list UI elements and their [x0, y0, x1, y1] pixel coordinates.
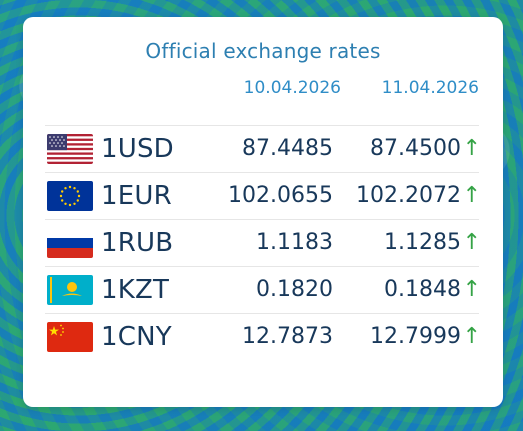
rates-list: 1USD 87.4485 87.4500 ↑: [45, 125, 481, 360]
up-arrow-icon: ↑: [462, 324, 481, 349]
previous-rate: 87.4485: [242, 136, 333, 161]
eu-flag-icon: [47, 181, 93, 211]
up-arrow-icon: ↑: [462, 277, 481, 302]
up-arrow-icon: ↑: [462, 230, 481, 255]
kazakhstan-flag-icon: [47, 275, 93, 305]
exchange-rates-card: Official exchange rates 10.04.2026 11.04…: [23, 17, 503, 407]
currency-code: 1USD: [101, 134, 174, 164]
previous-rate: 1.1183: [256, 230, 333, 255]
china-flag-icon: [47, 322, 93, 352]
previous-rate: 12.7873: [242, 324, 333, 349]
rate-row-kzt: 1KZT 0.1820 0.1848 ↑: [45, 266, 481, 313]
currency-code: 1EUR: [101, 181, 172, 211]
currency-code: 1CNY: [101, 322, 172, 352]
rate-row-cny: 1CNY 12.7873 12.7999 ↑: [45, 313, 481, 360]
current-rate: 0.1848: [384, 277, 461, 302]
rate-row-usd: 1USD 87.4485 87.4500 ↑: [45, 125, 481, 172]
previous-rate: 0.1820: [256, 277, 333, 302]
page-title: Official exchange rates: [145, 39, 381, 63]
previous-rate: 102.0655: [228, 183, 333, 208]
rate-row-eur: 1EUR 102.0655 102.2072 ↑: [45, 172, 481, 219]
current-date: 11.04.2026: [381, 78, 479, 98]
up-arrow-icon: ↑: [462, 136, 481, 161]
up-arrow-icon: ↑: [462, 183, 481, 208]
current-rate: 1.1285: [384, 230, 461, 255]
currency-code: 1RUB: [101, 228, 174, 258]
currency-code: 1KZT: [101, 275, 170, 305]
current-rate: 87.4500: [370, 136, 461, 161]
current-rate: 102.2072: [356, 183, 461, 208]
current-rate: 12.7999: [370, 324, 461, 349]
rate-row-rub: 1RUB 1.1183 1.1285 ↑: [45, 219, 481, 266]
russia-flag-icon: [47, 228, 93, 258]
usa-flag-icon: [47, 134, 93, 164]
previous-date: 10.04.2026: [243, 78, 341, 98]
